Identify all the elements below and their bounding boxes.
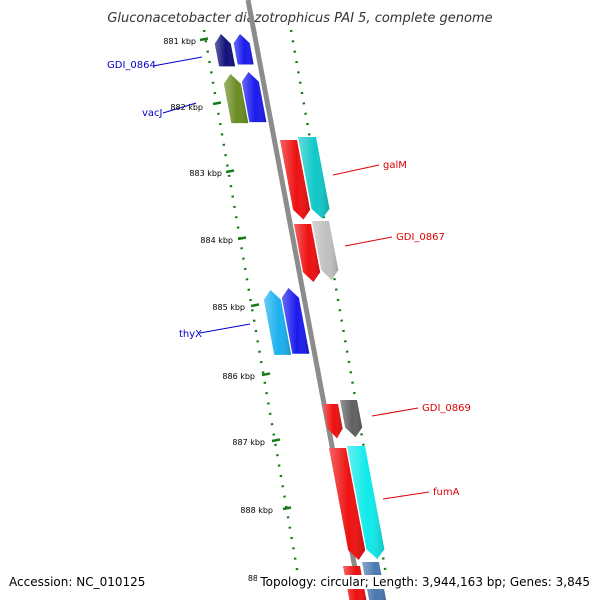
kbp-ticks: 881 kbp 882 kbp 883 kbp 884 kbp 885 kbp 886 k… [163,37,292,583]
accession-text: Accession: NC_010125 [9,575,146,589]
gene-shading [298,137,330,219]
gene-shading [347,446,385,559]
label-leader-line [332,164,380,176]
tick-label: 887 kbp [232,438,265,447]
gene-shading [340,400,363,438]
gene-shading [214,34,236,67]
gene-shading [329,448,366,560]
label-leader-line [371,407,419,417]
gene-label-vacj: vacJ [142,108,163,119]
tick-mark [282,506,292,511]
tick-label: 886 kbp [222,372,255,381]
gene-shading [312,221,339,280]
tick-label: 882 kbp [170,103,203,112]
tick-mark [261,372,271,377]
tick-mark [271,438,281,443]
label-leader-line [344,236,393,247]
tick-label: 881 kbp [163,37,196,46]
label-leader-line [199,323,251,334]
tick-label: 884 kbp [200,236,233,245]
label-leader-line [382,491,430,500]
label-leader-line [162,102,197,114]
gene-shading [241,72,267,123]
tick-mark [225,169,235,174]
tick-label: 888 kbp [240,506,273,515]
tick-mark [250,303,260,308]
tick-mark [212,101,222,106]
gene-shading [280,140,311,220]
gene-shading [263,290,292,355]
map-title: Gluconacetobacter diazotrophicus PAI 5, … [107,11,492,26]
tick-label: 885 kbp [212,303,245,312]
gene-shading [323,404,343,439]
gene-label-gdi_0867: GDI_0867 [396,232,445,243]
gene-labels: GDI_0864 vacJ galM GDI_0867 thyX GDI_0869 fumA [107,56,471,500]
gene-shading [223,74,249,124]
gene-label-thyx: thyX [179,329,202,340]
gene-label-gdi_0869: GDI_0869 [422,403,471,414]
tick-label: 88 [248,574,258,583]
gene-shading [233,34,254,65]
label-leader-line [152,56,203,67]
topology-text: Topology: circular; Length: 3,944,163 bp… [257,575,590,589]
tick-label: 883 kbp [189,169,222,178]
gene-label-galm: galM [383,160,407,171]
gene-label-gdi_0864: GDI_0864 [107,60,156,71]
gene-shading [294,224,321,282]
tick-mark [237,236,247,241]
gene-label-fuma: fumA [433,487,460,498]
gene-shading [281,288,310,354]
tick-mark [199,37,209,42]
